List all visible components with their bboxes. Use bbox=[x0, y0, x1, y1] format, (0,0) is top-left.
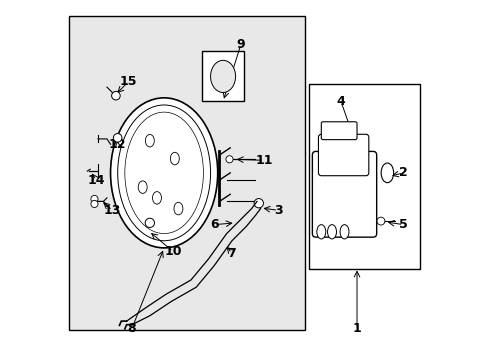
Circle shape bbox=[145, 218, 154, 228]
Text: 2: 2 bbox=[398, 166, 407, 179]
Circle shape bbox=[254, 199, 263, 208]
Text: 10: 10 bbox=[164, 245, 182, 258]
Ellipse shape bbox=[110, 98, 217, 248]
Ellipse shape bbox=[210, 60, 235, 93]
Text: 3: 3 bbox=[274, 204, 282, 217]
Ellipse shape bbox=[339, 225, 348, 239]
Circle shape bbox=[91, 195, 98, 203]
Ellipse shape bbox=[327, 225, 336, 239]
Text: 1: 1 bbox=[352, 322, 361, 335]
Circle shape bbox=[225, 156, 233, 163]
Text: 5: 5 bbox=[398, 218, 407, 231]
Text: 4: 4 bbox=[336, 95, 345, 108]
FancyBboxPatch shape bbox=[312, 152, 376, 237]
Bar bbox=[308, 84, 419, 269]
Bar bbox=[69, 16, 305, 330]
Text: 15: 15 bbox=[120, 75, 137, 88]
Text: 7: 7 bbox=[227, 247, 236, 260]
Text: 8: 8 bbox=[127, 322, 136, 335]
FancyBboxPatch shape bbox=[321, 122, 356, 140]
Circle shape bbox=[113, 134, 122, 142]
Circle shape bbox=[376, 217, 384, 225]
Ellipse shape bbox=[316, 225, 325, 239]
Circle shape bbox=[111, 91, 120, 100]
Bar bbox=[201, 51, 244, 102]
Text: 9: 9 bbox=[236, 38, 245, 51]
FancyBboxPatch shape bbox=[318, 134, 368, 176]
Text: 12: 12 bbox=[109, 138, 126, 151]
Text: 14: 14 bbox=[87, 174, 105, 186]
Circle shape bbox=[91, 201, 98, 207]
Text: 6: 6 bbox=[209, 218, 218, 231]
Text: 13: 13 bbox=[103, 204, 121, 217]
Text: 11: 11 bbox=[255, 154, 272, 167]
